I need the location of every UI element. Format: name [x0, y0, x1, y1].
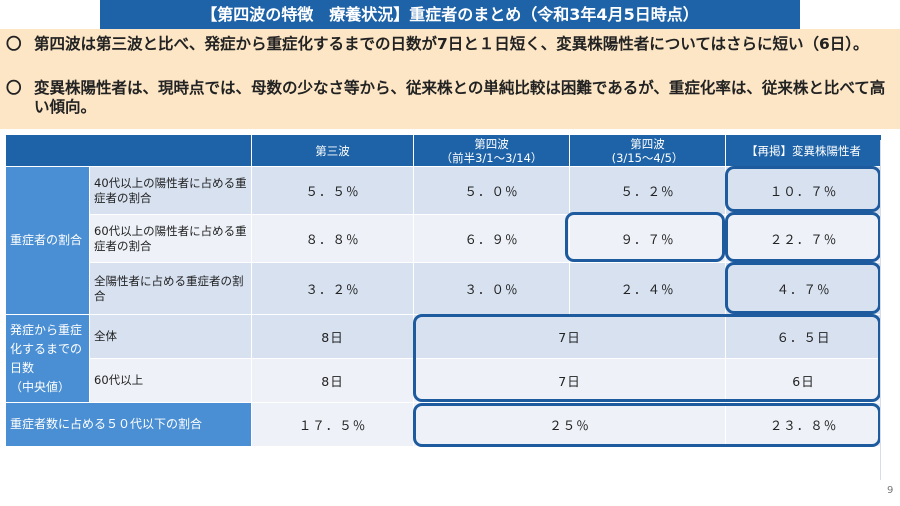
table-header-row: 第三波 第四波 （前半3/1～3/14） 第四波 (3/15～4/5） 【再掲】… — [5, 134, 882, 167]
table-row: 60代以上の陽性者に占める重症者の割合 ８．８％ ６．９％ ９．７％ ２２．７％ — [6, 214, 882, 263]
cell-days-60plus-wave3: 8日 — [251, 358, 414, 403]
days-group-line1: 発症から重症 — [10, 322, 83, 337]
row-label-under50-ratio: 重症者数に占める５０代以下の割合 — [5, 402, 252, 447]
table-row: 発症から重症 化するまでの 日数 （中央値） 全体 8日 7日 ６．５日 — [5, 314, 882, 403]
table-row: 重症者数に占める５０代以下の割合 １７．５％ ２５％ ２３．８％ — [5, 402, 882, 447]
cell-under50-wave3: １７．５％ — [251, 402, 414, 447]
cell-60plus-wave3: ８．８％ — [251, 214, 414, 263]
summary-text-1: 第四波は第三波と比べ、発症から重症化するまでの日数が7日と１日短く、変異株陽性者… — [34, 35, 869, 53]
summary-box: 〇 第四波は第三波と比べ、発症から重症化するまでの日数が7日と１日短く、変異株陽… — [0, 29, 900, 129]
col-header-wave4-second: 第四波 (3/15～4/5） — [569, 134, 726, 167]
page-number: 9 — [887, 485, 894, 496]
cell-days-60plus-wave4: 7日 — [413, 358, 726, 403]
cell-all-wave3: ３．２％ — [251, 262, 414, 315]
cell-40plus-wave4b: ５．２％ — [569, 166, 726, 215]
cell-all-wave4a: ３．０％ — [413, 262, 570, 315]
summary-text-2: 変異株陽性者は、現時点では、母数の少なさ等から、従来株との単純比較は困難であるが… — [34, 79, 886, 116]
cell-days-all-wave4: 7日 — [413, 314, 726, 359]
cell-days-all-wave3: 8日 — [251, 314, 414, 359]
table-row: 重症者の割合 40代以上の陽性者に占める重症者の割合 ５．５％ ５．０％ ５．２… — [5, 166, 882, 315]
days-group-line2: 化するまでの — [10, 341, 83, 356]
severe-cases-table: 第三波 第四波 （前半3/1～3/14） 第四波 (3/15～4/5） 【再掲】… — [5, 134, 882, 447]
cell-40plus-variant: １０．７％ — [725, 166, 882, 215]
cell-all-wave4b: ２．４％ — [569, 262, 726, 315]
cell-40plus-wave3: ５．５％ — [251, 166, 414, 215]
col-header-variant: 【再掲】変異株陽性者 — [725, 134, 882, 167]
header-corner — [5, 134, 252, 167]
slide-title: 【第四波の特徴 療養状況】重症者のまとめ（令和3年4月5日時点） — [100, 0, 800, 29]
cell-60plus-wave4a: ６．９％ — [413, 214, 570, 263]
cell-60plus-wave4b: ９．７％ — [569, 214, 726, 263]
col-header-wave4-second-line1: 第四波 — [630, 136, 665, 151]
row-label-60plus: 60代以上の陽性者に占める重症者の割合 — [89, 214, 252, 263]
row-label-days-60plus: 60代以上 — [89, 358, 252, 403]
bullet-circle-icon: 〇 — [6, 79, 22, 97]
table-row: 60代以上 8日 7日 6日 — [6, 358, 882, 403]
col-header-wave4-first: 第四波 （前半3/1～3/14） — [413, 134, 570, 167]
col-header-wave4-first-line2: （前半3/1～3/14） — [440, 150, 543, 165]
row-label-days-all: 全体 — [89, 314, 252, 359]
days-group-line3: 日数 — [10, 360, 35, 375]
row-label-40plus: 40代以上の陽性者に占める重症者の割合 — [89, 166, 252, 215]
col-header-wave4-second-line2: (3/15～4/5） — [611, 150, 684, 165]
col-header-wave4-first-line1: 第四波 — [474, 136, 509, 151]
cell-40plus-wave4a: ５．０％ — [413, 166, 570, 215]
col-header-wave3: 第三波 — [251, 134, 414, 167]
cell-under50-variant: ２３．８％ — [725, 402, 882, 447]
cell-all-variant: ４．７％ — [725, 262, 882, 315]
bullet-circle-icon: 〇 — [6, 35, 22, 53]
slide-divider — [880, 140, 881, 480]
row-group-days-to-severe: 発症から重症 化するまでの 日数 （中央値） — [5, 314, 90, 403]
cell-60plus-variant: ２２．７％ — [725, 214, 882, 263]
row-group-severe-ratio: 重症者の割合 — [5, 166, 90, 315]
cell-days-60plus-variant: 6日 — [725, 358, 882, 403]
row-label-all: 全陽性者に占める重症者の割合 — [89, 262, 252, 315]
days-group-line4: （中央値） — [10, 379, 71, 394]
cell-under50-wave4: ２５％ — [413, 402, 726, 447]
cell-days-all-variant: ６．５日 — [725, 314, 882, 359]
table-row: 全陽性者に占める重症者の割合 ３．２％ ３．０％ ２．４％ ４．７％ — [6, 262, 882, 315]
